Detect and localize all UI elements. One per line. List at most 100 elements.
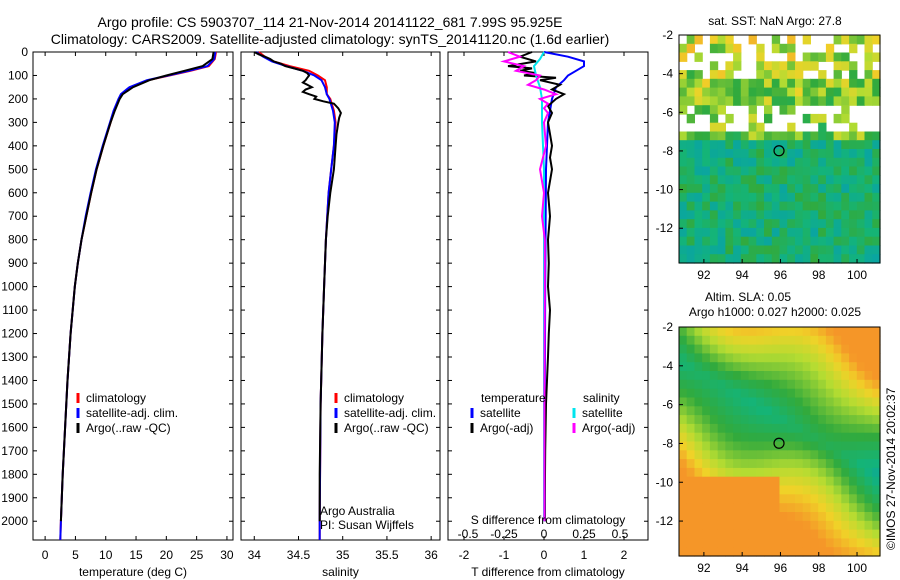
map-cell	[709, 538, 719, 548]
map-cell	[733, 236, 742, 247]
map-cell	[825, 201, 835, 211]
map-cell	[756, 344, 765, 354]
map-cell	[841, 227, 850, 238]
x-tick-label-salinity: 34.5	[287, 548, 311, 562]
map-cell	[825, 476, 835, 487]
map-cell	[802, 432, 811, 443]
map-cell	[787, 254, 796, 264]
map-cell	[686, 149, 695, 159]
map-cell	[864, 503, 873, 513]
map-cell	[810, 157, 819, 168]
map-cell	[725, 344, 734, 354]
map-cell	[686, 131, 695, 141]
map-cell	[733, 166, 742, 176]
map-cell	[709, 335, 719, 346]
map-cell	[725, 494, 734, 504]
map-cell	[748, 245, 757, 255]
map-cell	[849, 353, 858, 363]
map-cell	[679, 227, 688, 238]
map-cell	[810, 423, 819, 434]
map-cell	[756, 441, 765, 451]
map-cell	[748, 327, 757, 337]
map-cell	[864, 485, 873, 495]
map-cell	[841, 105, 850, 115]
map-cell	[756, 52, 765, 62]
map-cell	[725, 397, 734, 407]
map-cell	[702, 353, 711, 363]
map-cell	[764, 415, 773, 425]
map-cell	[872, 503, 881, 513]
map-cell	[733, 388, 742, 399]
map-cell	[864, 529, 873, 539]
map-cell	[872, 467, 881, 478]
map-cell	[679, 184, 688, 194]
map-cell	[833, 166, 842, 176]
map-cell	[764, 379, 773, 390]
map-cell	[849, 327, 858, 337]
map-cell	[717, 184, 726, 194]
map-cell	[686, 353, 695, 363]
x-tick-label-temperature: 5	[72, 548, 79, 562]
map-cell	[872, 157, 881, 168]
map-cell	[694, 335, 703, 346]
map-cell	[833, 485, 842, 495]
map-cell	[779, 96, 788, 106]
map-cell	[864, 35, 873, 45]
map-cell	[864, 335, 873, 346]
map-cell	[833, 459, 842, 469]
map-cell	[756, 175, 765, 185]
map-cell	[825, 415, 835, 425]
map-cell	[733, 459, 742, 469]
map-cell	[694, 520, 703, 531]
map-cell	[833, 131, 842, 141]
map-cell	[825, 52, 835, 62]
map-cell	[717, 335, 726, 346]
map-cell	[686, 245, 695, 255]
map-cell	[702, 485, 711, 495]
map-cell	[740, 335, 750, 346]
map-cell	[756, 362, 765, 372]
map-cell	[717, 254, 726, 264]
map-cell	[872, 485, 881, 495]
map-cell	[864, 254, 873, 264]
map-cell	[787, 131, 796, 141]
map-cell	[818, 494, 827, 504]
map-cell	[787, 520, 796, 531]
map-cell	[756, 397, 765, 407]
map-cell	[717, 520, 726, 531]
map-cell	[787, 105, 796, 115]
figure-title-line2: Climatology: CARS2009. Satellite-adjuste…	[50, 31, 610, 47]
map-cell	[679, 467, 688, 478]
map-cell	[679, 245, 688, 255]
map-cell	[679, 450, 688, 460]
map-cell	[779, 415, 788, 425]
map-cell	[810, 61, 819, 71]
map-cell	[725, 503, 734, 513]
map-cell	[825, 547, 835, 557]
map-cell	[709, 175, 719, 185]
map-cell	[694, 227, 703, 238]
map-cell	[740, 520, 750, 531]
x2-tick-label: 0	[541, 527, 548, 541]
map-cell	[740, 362, 750, 372]
y-tick-label: 800	[8, 233, 28, 247]
map-cell	[795, 512, 804, 522]
x2-tick-label: -0.5	[458, 527, 479, 541]
map-cell	[795, 227, 804, 238]
map-cell	[756, 157, 765, 168]
map-cell	[725, 113, 734, 124]
y-tick-label: 900	[8, 256, 28, 270]
map-cell	[872, 406, 881, 416]
map-cell	[810, 494, 819, 504]
map-cell	[702, 415, 711, 425]
map-cell	[740, 503, 750, 513]
map-cell	[802, 459, 811, 469]
map-cell	[771, 494, 781, 504]
map-cell	[709, 254, 719, 264]
map-cell	[818, 397, 827, 407]
map-cell	[679, 105, 688, 115]
map-cell	[686, 166, 695, 176]
map-cell	[764, 96, 773, 106]
map-cell	[841, 388, 850, 399]
map-cell	[872, 397, 881, 407]
